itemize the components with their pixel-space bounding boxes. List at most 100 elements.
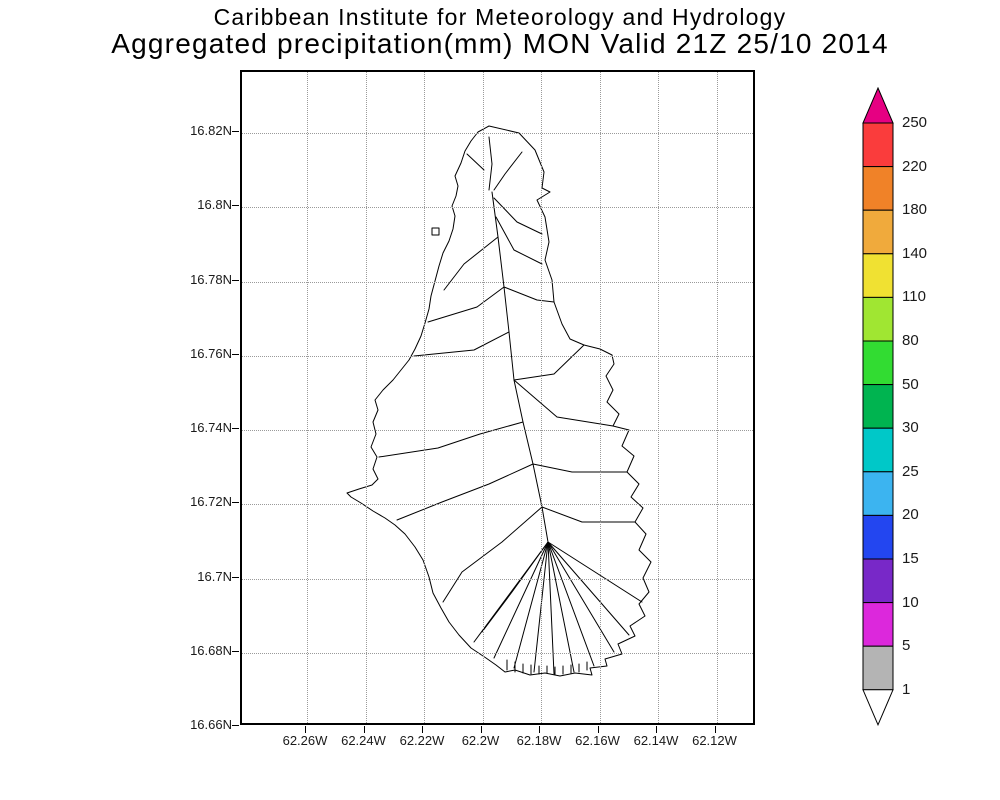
watershed-boundary (443, 236, 499, 291)
colorbar-segment (862, 471, 894, 516)
watershed-boundary (493, 197, 543, 235)
colorbar-segment (862, 602, 894, 647)
lon-axis-label: 62.18W (516, 733, 562, 748)
horizontal-gridline (242, 281, 753, 283)
horizontal-gridline (242, 133, 753, 134)
lon-axis-label: 62.24W (341, 733, 386, 748)
lat-axis-label: 16.68N (190, 642, 232, 658)
colorbar-segment (862, 558, 894, 604)
colorbar-segment (862, 427, 894, 473)
watershed-boundary (547, 541, 575, 673)
horizontal-gridline (242, 430, 753, 431)
lat-axis-tick (232, 205, 239, 207)
colorbar-segment (862, 645, 894, 691)
watershed-boundary (488, 136, 493, 191)
colorbar-segment (862, 209, 894, 255)
watershed-boundary (547, 541, 615, 653)
watershed-boundary (481, 541, 549, 633)
colorbar-tick-label: 15 (902, 550, 919, 567)
colorbar-segment (862, 296, 894, 342)
lat-axis-tick (232, 428, 239, 429)
watershed-boundary (513, 344, 585, 381)
watershed-boundary (493, 151, 523, 191)
watershed-boundary (503, 286, 555, 303)
colorbar-tick-label: 30 (902, 419, 919, 437)
lon-axis-tick (363, 726, 365, 733)
lon-axis-tick (480, 726, 482, 733)
lat-axis-label: 16.72N (190, 494, 232, 510)
lon-axis-label: 62.26W (282, 733, 328, 748)
lat-axis-tick (232, 279, 239, 281)
lon-axis-tick (714, 726, 716, 733)
watershed-boundary (442, 506, 543, 603)
colorbar-segment (862, 514, 894, 560)
lon-axis-tick (305, 726, 306, 733)
colorbar-tick-label: 10 (902, 593, 919, 611)
lat-axis-label: 16.66N (190, 717, 232, 732)
watershed-boundary (378, 421, 524, 458)
lat-axis-tick (232, 650, 239, 652)
watershed-boundary (413, 331, 510, 357)
lon-axis-tick (656, 726, 657, 733)
colorbar-arrow-bottom (862, 689, 894, 727)
colorbar-tick-label: 110 (902, 288, 926, 306)
vertical-gridline (716, 72, 718, 723)
colorbar (862, 86, 896, 727)
watershed-boundary (541, 506, 636, 523)
horizontal-gridline (242, 504, 753, 506)
page-title-product: Aggregated precipitation(mm) MON Valid 2… (111, 28, 889, 59)
lat-axis-tick (232, 131, 239, 132)
vertical-gridline (599, 72, 601, 723)
watershed-boundary (495, 216, 543, 265)
watershed-boundary (396, 463, 534, 521)
watershed-boundary (547, 541, 643, 603)
watershed-boundary (547, 541, 555, 675)
watershed-boundary (431, 227, 440, 236)
lat-axis-tick (232, 576, 239, 578)
lon-axis-tick (422, 726, 423, 733)
colorbar-tick-label: 80 (902, 332, 919, 349)
watershed-boundary (547, 541, 630, 636)
horizontal-gridline (242, 652, 753, 654)
horizontal-gridline (242, 355, 753, 357)
colorbar-arrow-top (862, 86, 894, 124)
colorbar-tick-label: 220 (902, 157, 928, 175)
colorbar-tick-label: 25 (902, 462, 919, 480)
watershed-boundary (491, 191, 549, 543)
watershed-boundary (466, 153, 485, 171)
lat-axis-tick (232, 353, 239, 355)
colorbar-segment (862, 340, 894, 386)
watershed-boundary (427, 286, 505, 323)
colorbar-segment (862, 166, 894, 211)
lon-axis-label: 62.2W (461, 733, 500, 748)
watershed-boundary (493, 541, 549, 659)
colorbar-segment (862, 384, 894, 429)
plot-frame (240, 70, 755, 725)
lat-axis-tick (232, 502, 239, 504)
lon-axis-tick (597, 726, 599, 733)
lon-axis-label: 62.14W (633, 733, 679, 748)
colorbar-tick-label: 50 (902, 375, 919, 393)
vertical-gridline (307, 72, 308, 723)
watershed-boundary (532, 463, 628, 473)
lon-axis-label: 62.16W (575, 733, 620, 748)
colorbar-segment (862, 122, 894, 168)
watershed-boundary (547, 541, 595, 667)
horizontal-gridline (242, 578, 753, 580)
lat-axis-label: 16.7N (197, 568, 232, 584)
page-title-institute: Caribbean Institute for Meteorology and … (213, 4, 787, 30)
vertical-gridline (482, 72, 484, 723)
colorbar-tick-label: 5 (902, 637, 911, 655)
colorbar-tick-label: 180 (902, 201, 928, 219)
lat-axis-label: 16.82N (190, 123, 232, 138)
island-coastline (346, 125, 652, 677)
horizontal-gridline (242, 207, 753, 209)
colorbar-tick-label: 250 (902, 114, 928, 131)
lat-axis-tick (232, 725, 239, 726)
watershed-boundary (513, 379, 614, 427)
lat-axis-label: 16.8N (197, 197, 232, 213)
lat-axis-label: 16.78N (190, 271, 232, 287)
colorbar-segment (862, 253, 894, 298)
colorbar-tick-label: 20 (902, 506, 919, 524)
